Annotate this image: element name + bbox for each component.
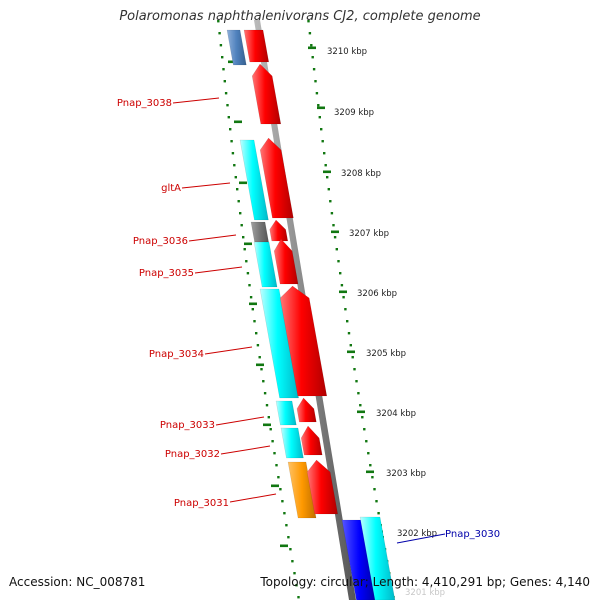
gene-label-leader <box>188 234 237 242</box>
dotted-guide-lines <box>217 20 395 599</box>
scale-tick-mark <box>366 470 374 474</box>
scale-tick-mark <box>323 170 331 174</box>
scale-tick-mark <box>271 484 279 488</box>
dotted-guide-line <box>217 20 300 599</box>
gene-feature-block <box>253 241 278 288</box>
accession-text: Accession: NC_008781 <box>9 575 146 589</box>
gene-feature-block <box>226 29 247 66</box>
gene-feature-arrow <box>273 238 299 285</box>
gene-label: Pnap_3036 <box>133 236 188 247</box>
genome-title: Polaromonas naphthalenivorans CJ2, compl… <box>119 9 481 24</box>
scale-tick-mark <box>347 350 355 354</box>
gene-label-leader <box>215 416 265 426</box>
gene-feature-arrow <box>259 137 294 219</box>
scale-tick-label: 3204 kbp <box>376 409 416 419</box>
scale-tick-label: 3203 kbp <box>386 469 426 479</box>
gene-label: Pnap_3038 <box>117 98 172 109</box>
gene-feature-arrow <box>269 219 289 242</box>
scale-tick-mark <box>244 242 252 246</box>
scale-tick-mark <box>249 302 257 306</box>
scale-ticks: 3210 kbp 3209 kbp 3208 kbp 3207 kbp 3206 kbp… <box>228 46 445 598</box>
gene-feature-arrow <box>306 459 339 515</box>
scale-tick-mark <box>239 181 247 185</box>
gene-feature-block <box>239 139 269 221</box>
gene-labels: Pnap_3038 gltA Pnap_3036 Pnap_3035 Pnap_3034… <box>117 97 500 544</box>
gene-feature-arrow <box>300 425 323 456</box>
gene-features <box>226 29 396 600</box>
gene-feature-arrow <box>279 285 328 397</box>
gene-label-leader <box>229 493 277 503</box>
gene-label-leader <box>396 533 446 544</box>
scale-tick-mark <box>331 230 339 234</box>
scale-tick-mark <box>228 60 236 64</box>
topology-text: Topology: circular; Length: 4,410,291 bp… <box>260 575 590 589</box>
scale-tick-label: 3201 kbp <box>405 588 445 598</box>
scale-tick-mark <box>256 363 264 367</box>
scale-tick-mark <box>339 290 347 294</box>
gene-feature-block <box>359 516 396 600</box>
gene-label: Pnap_3033 <box>160 420 215 431</box>
scale-tick-mark <box>357 410 365 414</box>
gene-label-leader <box>194 266 243 274</box>
gene-label-leader <box>172 97 220 104</box>
gene-feature-block <box>287 461 317 519</box>
gene-label: Pnap_3035 <box>139 268 194 279</box>
scale-tick-mark <box>308 46 316 50</box>
gene-label: gltA <box>161 183 181 194</box>
gene-label: Pnap_3030 <box>445 529 500 540</box>
gene-feature-arrow <box>296 397 317 423</box>
gene-label-leader <box>204 346 253 355</box>
gene-feature-arrow <box>243 29 270 63</box>
scale-tick-mark <box>280 544 288 548</box>
gene-label: Pnap_3032 <box>165 449 220 460</box>
gene-feature-block <box>259 288 299 399</box>
gene-label: Pnap_3034 <box>149 349 204 360</box>
scale-tick-mark <box>317 106 325 110</box>
gene-label: Pnap_3031 <box>174 498 229 509</box>
scale-tick-mark <box>263 423 271 427</box>
gene-label-leader <box>181 182 231 189</box>
gene-label-leader <box>220 445 271 455</box>
scale-tick-label: 3207 kbp <box>349 229 389 239</box>
scale-tick-label: 3209 kbp <box>334 108 374 118</box>
scale-tick-label: 3208 kbp <box>341 169 381 179</box>
scale-tick-label: 3205 kbp <box>366 349 406 359</box>
scale-tick-label: 3202 kbp <box>397 529 437 539</box>
gene-feature-block <box>280 427 304 459</box>
gene-feature-block <box>341 519 377 600</box>
scale-tick-label: 3210 kbp <box>327 47 367 57</box>
gene-feature-arrow <box>251 63 282 125</box>
gene-feature-block <box>250 221 269 243</box>
scale-tick-label: 3206 kbp <box>357 289 397 299</box>
scale-tick-mark <box>234 120 242 124</box>
gene-feature-block <box>275 400 297 426</box>
